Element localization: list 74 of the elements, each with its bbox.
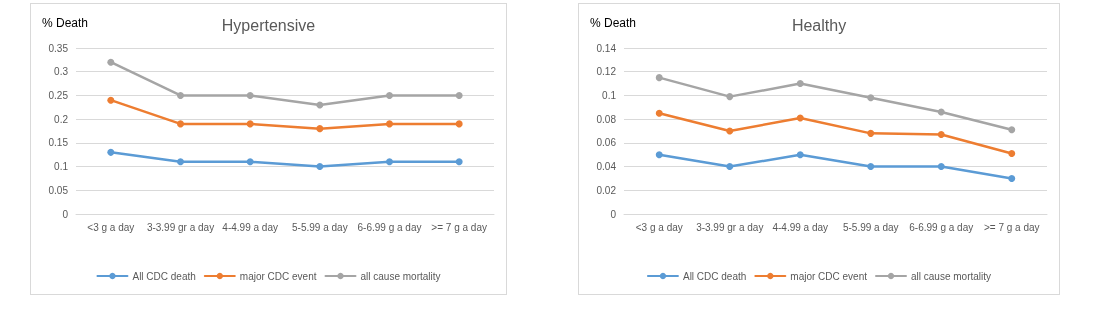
point <box>937 163 945 171</box>
point <box>177 120 184 128</box>
legend-label: all cause mortality <box>360 270 441 282</box>
point <box>867 163 875 171</box>
point <box>246 91 254 99</box>
y-tick-label: 0.25 <box>48 89 69 101</box>
y-axis-title: % Death <box>590 16 637 30</box>
legend-label: All CDC death <box>682 270 747 282</box>
x-tick-label: 6-6.99 g a day <box>357 221 422 233</box>
x-tick-label: 5-5.99 a day <box>842 221 899 233</box>
point <box>455 91 463 99</box>
y-tick-label: 0.15 <box>48 137 69 149</box>
y-tick-label: 0.3 <box>54 66 69 78</box>
point <box>796 151 804 159</box>
point <box>246 158 254 166</box>
point <box>937 131 945 139</box>
y-tick-label: 0.02 <box>596 184 617 196</box>
y-tick-label: 0.1 <box>54 161 69 173</box>
y-tick-label: 0 <box>62 208 69 220</box>
y-tick-label: 0.04 <box>596 161 617 173</box>
x-tick-label: 3-3.99 gr a day <box>146 221 215 233</box>
legend-label: All CDC death <box>132 270 196 282</box>
point <box>655 109 663 117</box>
point <box>316 163 324 171</box>
x-tick-label: 4-4.99 a day <box>772 221 829 233</box>
x-tick-label: >= 7 g a day <box>983 221 1040 233</box>
y-tick-label: 0.08 <box>596 113 617 125</box>
point <box>867 129 875 137</box>
x-tick-label: <3 g a day <box>635 221 683 233</box>
point <box>386 158 393 166</box>
y-tick-label: 0.14 <box>596 42 617 54</box>
point <box>107 58 115 66</box>
x-tick-label: >= 7 g a day <box>431 221 487 233</box>
point <box>316 125 324 133</box>
y-tick-label: 0.06 <box>596 137 617 149</box>
point <box>316 101 324 109</box>
chart-title: Healthy <box>791 16 847 34</box>
point <box>177 158 184 166</box>
point <box>867 94 875 102</box>
point <box>107 96 115 104</box>
legend-label: all cause mortality <box>911 270 992 282</box>
point <box>726 93 734 101</box>
point <box>796 80 804 88</box>
point <box>386 120 393 128</box>
point <box>386 91 393 99</box>
y-tick-label: 0.1 <box>602 89 617 101</box>
x-tick-label: 5-5.99 a day <box>292 221 348 233</box>
x-tick-label: 4-4.99 a day <box>222 221 278 233</box>
x-tick-label: 6-6.99 g a day <box>909 221 974 233</box>
point <box>726 163 734 171</box>
point <box>246 120 254 128</box>
legend-label: major CDC event <box>790 270 868 282</box>
point <box>796 114 804 122</box>
y-tick-label: 0.35 <box>48 42 69 54</box>
y-tick-label: 0 <box>610 208 617 220</box>
y-tick-label: 0.12 <box>596 66 617 78</box>
point <box>455 120 463 128</box>
point <box>177 91 184 99</box>
point <box>455 158 463 166</box>
point <box>1008 126 1016 134</box>
x-tick-label: <3 g a day <box>87 221 135 233</box>
y-axis-title: % Death <box>42 16 89 30</box>
point <box>655 151 663 159</box>
legend-label: major CDC event <box>239 270 317 282</box>
point <box>655 74 663 82</box>
chart-title: Hypertensive <box>221 16 316 34</box>
point <box>1008 174 1016 182</box>
point <box>1008 150 1016 158</box>
y-tick-label: 0.2 <box>54 113 69 125</box>
x-tick-label: 3-3.99 gr a day <box>696 221 764 233</box>
point <box>726 127 734 135</box>
point <box>107 148 115 156</box>
point <box>937 108 945 116</box>
y-tick-label: 0.05 <box>48 184 69 196</box>
